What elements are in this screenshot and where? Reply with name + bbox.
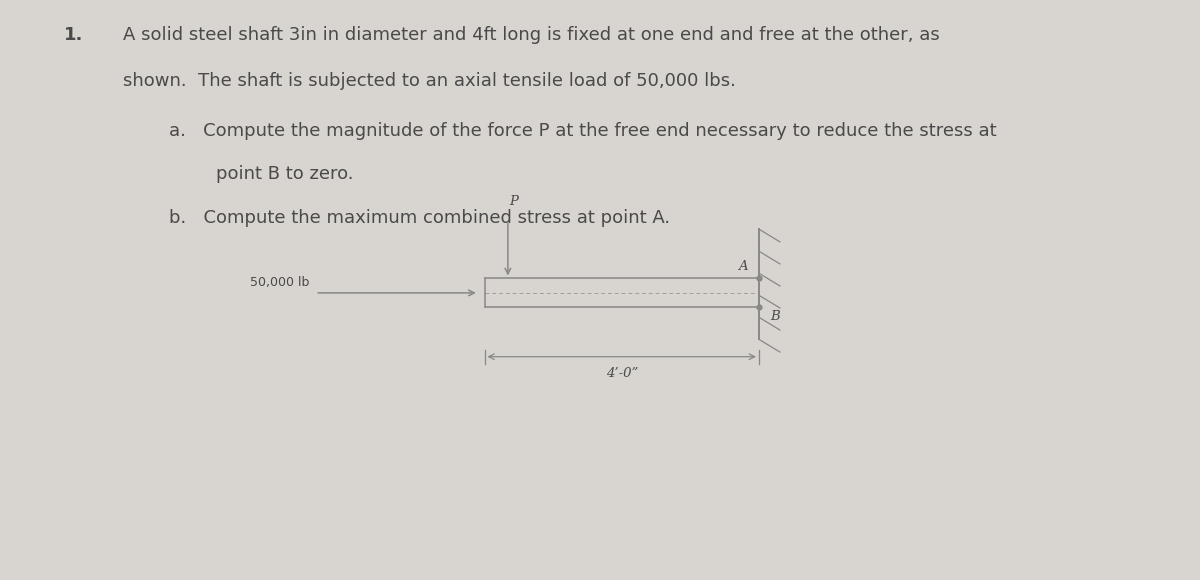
Text: A solid steel shaft 3in in diameter and 4ft long is fixed at one end and free at: A solid steel shaft 3in in diameter and … xyxy=(122,26,940,44)
Text: 4’-0”: 4’-0” xyxy=(606,367,638,380)
Text: b.   Compute the maximum combined stress at point A.: b. Compute the maximum combined stress a… xyxy=(169,209,671,227)
Text: a.   Compute the magnitude of the force P at the free end necessary to reduce th: a. Compute the magnitude of the force P … xyxy=(169,122,997,140)
Text: shown.  The shaft is subjected to an axial tensile load of 50,000 lbs.: shown. The shaft is subjected to an axia… xyxy=(122,72,736,90)
Text: B: B xyxy=(770,310,780,323)
Text: 50,000 lb: 50,000 lb xyxy=(250,277,310,289)
Text: A: A xyxy=(738,260,748,273)
Text: point B to zero.: point B to zero. xyxy=(216,165,354,183)
Text: P: P xyxy=(509,195,518,208)
Text: 1.: 1. xyxy=(65,26,84,44)
